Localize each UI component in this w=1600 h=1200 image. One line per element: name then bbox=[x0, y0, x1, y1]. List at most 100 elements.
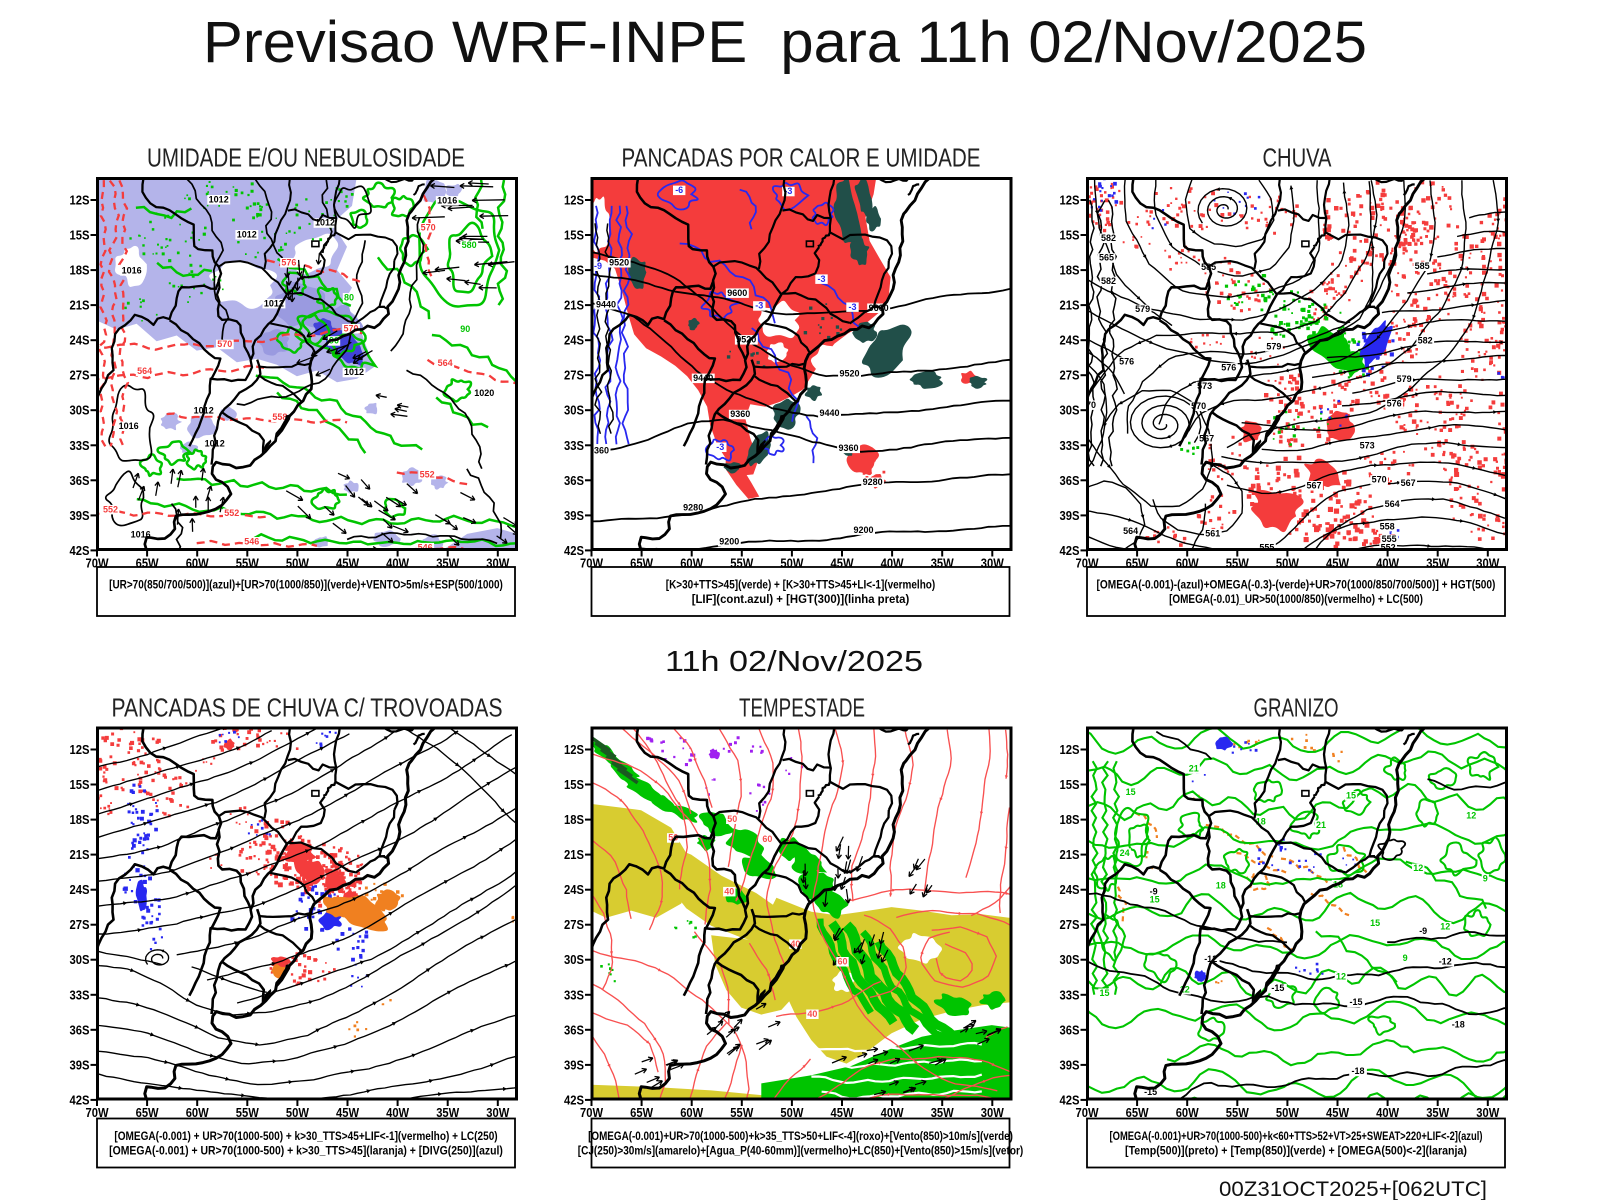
svg-text:-15: -15 bbox=[1144, 1087, 1157, 1097]
svg-text:40: 40 bbox=[724, 886, 734, 896]
svg-text:33S: 33S bbox=[70, 988, 90, 1002]
svg-text:40W: 40W bbox=[1376, 1106, 1399, 1120]
svg-text:65W: 65W bbox=[630, 557, 653, 571]
svg-text:-3: -3 bbox=[817, 274, 825, 284]
svg-text:35W: 35W bbox=[931, 1106, 954, 1120]
svg-text:576: 576 bbox=[1387, 399, 1402, 409]
svg-text:573: 573 bbox=[1360, 441, 1375, 451]
svg-text:18S: 18S bbox=[564, 813, 584, 827]
svg-text:12: 12 bbox=[1336, 972, 1346, 982]
svg-text:18S: 18S bbox=[1060, 813, 1080, 827]
svg-text:15: 15 bbox=[1099, 988, 1109, 998]
svg-text:30W: 30W bbox=[1476, 557, 1499, 571]
svg-text:9520: 9520 bbox=[839, 368, 859, 378]
svg-text:9440: 9440 bbox=[819, 408, 839, 418]
svg-text:570: 570 bbox=[343, 323, 358, 333]
svg-text:70W: 70W bbox=[86, 1106, 109, 1120]
svg-text:15S: 15S bbox=[564, 778, 584, 792]
svg-text:546: 546 bbox=[418, 542, 433, 552]
svg-text:564: 564 bbox=[137, 366, 152, 376]
svg-text:9200: 9200 bbox=[719, 536, 739, 546]
svg-text:15S: 15S bbox=[70, 778, 90, 792]
svg-text:-12: -12 bbox=[1439, 956, 1452, 966]
svg-text:[Temp(500)](preto) + [Temp(850: [Temp(500)](preto) + [Temp(850)](verde) … bbox=[1125, 1146, 1467, 1158]
svg-text:42S: 42S bbox=[1060, 544, 1080, 558]
svg-text:18: 18 bbox=[1216, 881, 1226, 891]
svg-text:55W: 55W bbox=[1226, 557, 1249, 571]
svg-text:30S: 30S bbox=[1060, 404, 1080, 418]
svg-text:18S: 18S bbox=[1060, 264, 1080, 278]
svg-text:36S: 36S bbox=[564, 474, 584, 488]
svg-text:567: 567 bbox=[1401, 478, 1416, 488]
svg-text:Previsao WRF-INPE para 11h 02: Previsao WRF-INPE para 11h 02/Nov/2025 bbox=[203, 10, 1367, 75]
svg-text:15: 15 bbox=[1126, 787, 1136, 797]
svg-text:1016: 1016 bbox=[122, 266, 142, 276]
svg-text:60W: 60W bbox=[186, 1106, 209, 1120]
svg-text:21S: 21S bbox=[1060, 299, 1080, 313]
svg-text:565: 565 bbox=[1099, 253, 1114, 263]
svg-text:570: 570 bbox=[217, 339, 232, 349]
svg-text:36S: 36S bbox=[70, 474, 90, 488]
svg-text:30W: 30W bbox=[486, 1106, 509, 1120]
svg-text:9360: 9360 bbox=[838, 443, 858, 453]
svg-text:27S: 27S bbox=[1060, 918, 1080, 932]
svg-text:564: 564 bbox=[1385, 499, 1400, 509]
svg-text:24S: 24S bbox=[70, 883, 90, 897]
svg-text:-3: -3 bbox=[755, 301, 763, 311]
svg-text:50W: 50W bbox=[286, 557, 309, 571]
svg-text:27S: 27S bbox=[564, 918, 584, 932]
svg-text:12: 12 bbox=[1466, 810, 1476, 820]
svg-text:1012: 1012 bbox=[264, 298, 284, 308]
svg-text:15: 15 bbox=[1370, 918, 1380, 928]
svg-text:576: 576 bbox=[1119, 357, 1134, 367]
svg-text:-9: -9 bbox=[594, 261, 602, 271]
svg-text:[K>30+TTS>45](verde) + [K>30+T: [K>30+TTS>45](verde) + [K>30+TTS>45+LI<-… bbox=[666, 580, 936, 592]
svg-text:12S: 12S bbox=[1060, 743, 1080, 757]
svg-text:-18: -18 bbox=[1452, 1019, 1465, 1029]
svg-text:9360: 9360 bbox=[730, 409, 750, 419]
svg-text:45W: 45W bbox=[336, 557, 359, 571]
svg-text:[OMEGA(-0.001) + UR>70(1000-50: [OMEGA(-0.001) + UR>70(1000-500) + k>30_… bbox=[109, 1146, 503, 1158]
svg-text:9200: 9200 bbox=[853, 525, 873, 535]
svg-text:27S: 27S bbox=[564, 369, 584, 383]
svg-text:-3: -3 bbox=[716, 442, 724, 452]
svg-text:1020: 1020 bbox=[474, 388, 494, 398]
svg-text:9280: 9280 bbox=[863, 477, 883, 487]
svg-text:1012: 1012 bbox=[344, 367, 364, 377]
svg-text:60: 60 bbox=[837, 956, 847, 966]
svg-text:-6: -6 bbox=[675, 185, 683, 195]
svg-text:582: 582 bbox=[1101, 233, 1116, 243]
svg-text:36S: 36S bbox=[70, 1023, 90, 1037]
svg-text:15S: 15S bbox=[1060, 229, 1080, 243]
svg-text:UMIDADE E/OU NEBULOSIDADE: UMIDADE E/OU NEBULOSIDADE bbox=[147, 143, 465, 173]
svg-text:21: 21 bbox=[1316, 820, 1326, 830]
svg-text:552: 552 bbox=[224, 508, 239, 518]
svg-text:1012: 1012 bbox=[315, 218, 335, 228]
svg-text:-18: -18 bbox=[1351, 1066, 1364, 1076]
svg-text:11h 02/Nov/2025: 11h 02/Nov/2025 bbox=[665, 646, 923, 678]
svg-text:1016: 1016 bbox=[131, 529, 151, 539]
svg-text:42S: 42S bbox=[564, 544, 584, 558]
svg-text:65W: 65W bbox=[1126, 1106, 1149, 1120]
svg-text:[UR>70(850/700/500)](azul)+[UR: [UR>70(850/700/500)](azul)+[UR>70(1000/8… bbox=[109, 580, 503, 592]
svg-text:1012: 1012 bbox=[209, 194, 229, 204]
svg-text:9: 9 bbox=[1483, 874, 1488, 884]
svg-text:-3: -3 bbox=[784, 186, 792, 196]
svg-text:552: 552 bbox=[1381, 542, 1396, 552]
svg-text:9: 9 bbox=[1403, 953, 1408, 963]
svg-text:567: 567 bbox=[1306, 480, 1321, 490]
svg-text:50W: 50W bbox=[1276, 1106, 1299, 1120]
svg-text:582: 582 bbox=[1101, 276, 1116, 286]
svg-text:45W: 45W bbox=[831, 1106, 854, 1120]
svg-text:36S: 36S bbox=[1060, 1023, 1080, 1037]
svg-text:60W: 60W bbox=[680, 557, 703, 571]
svg-text:24S: 24S bbox=[564, 334, 584, 348]
svg-text:39S: 39S bbox=[1060, 509, 1080, 523]
svg-text:35W: 35W bbox=[1426, 1106, 1449, 1120]
svg-text:18S: 18S bbox=[70, 264, 90, 278]
svg-text:9600: 9600 bbox=[727, 288, 747, 298]
svg-text:50W: 50W bbox=[780, 557, 803, 571]
svg-text:15S: 15S bbox=[564, 229, 584, 243]
svg-text:576: 576 bbox=[1221, 363, 1236, 373]
svg-text:40W: 40W bbox=[1376, 557, 1399, 571]
